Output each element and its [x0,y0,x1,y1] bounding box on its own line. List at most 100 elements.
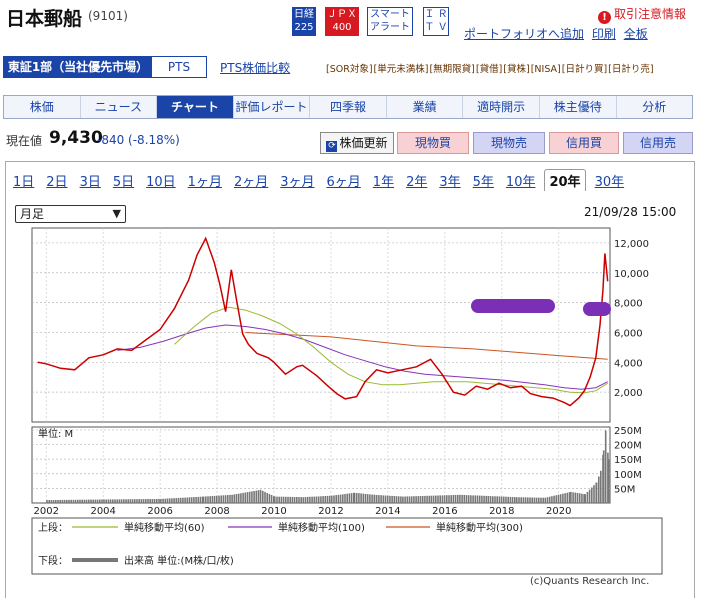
nikkei225-line1: 日経 [294,9,314,20]
volume-bar [378,495,380,503]
volume-bar [46,500,48,503]
period-2m[interactable]: 2ヶ月 [233,175,269,190]
volume-bar [527,497,529,503]
period-2d[interactable]: 2日 [46,175,68,190]
volume-bar [199,496,202,503]
volume-bar [109,499,112,503]
volume-bar [166,498,169,503]
smart-alert-button[interactable]: スマート アラート [367,7,413,36]
volume-grid [32,427,610,503]
volume-bar [72,499,75,503]
volume-bar [494,496,496,503]
x-tick-label: 2018 [489,506,514,517]
volume-bar [369,494,371,503]
volume-bar [140,499,143,503]
volume-bar [333,495,335,503]
print-link[interactable]: 印刷 [591,27,616,41]
volume-bar [182,497,184,503]
market-pts[interactable]: PTS [167,60,191,74]
volume-bar [289,496,291,503]
period-20y[interactable]: 20年 [544,169,586,191]
volume-bar [83,499,86,503]
volume-bar [417,496,420,503]
sell-spot-button[interactable]: 現物売 [473,132,545,154]
volume-bar [522,497,525,503]
volume-bar [164,498,167,503]
volume-bar [362,493,365,503]
buy-margin-button[interactable]: 信用買 [549,132,619,154]
refresh-icon: ⟳ [326,141,338,152]
volume-bar [66,499,68,503]
period-2y[interactable]: 2年 [406,175,428,190]
period-10y[interactable]: 10年 [505,175,536,190]
volume-bar [276,496,278,503]
volume-bar [452,495,455,503]
trading-caution-link[interactable]: ! 取引注意情報 [598,5,686,24]
tab-news[interactable]: ニュース [81,96,158,118]
market-tse1[interactable]: 東証1部（当社優先市場） [4,57,152,77]
volume-bar [202,496,205,503]
period-3d[interactable]: 3日 [79,175,101,190]
volume-bar [360,493,362,503]
ma60-line [174,306,608,394]
volume-bar [224,495,227,503]
tab-disclosure[interactable]: 適時開示 [463,96,540,118]
tab-performance[interactable]: 業績 [387,96,464,118]
volume-bar [287,496,289,503]
volume-bar [540,497,542,503]
volume-bar [474,495,477,503]
refresh-price-button[interactable]: ⟳ 株価更新 [320,132,394,154]
period-1y[interactable]: 1年 [372,175,395,190]
volume-bar [410,496,413,503]
volume-bar [255,490,258,503]
add-portfolio-link[interactable]: ポートフォリオへ追加 [464,27,585,41]
tab-chart[interactable]: チャート [157,96,234,118]
tab-price[interactable]: 株価 [4,96,81,118]
buy-spot-button[interactable]: 現物買 [397,132,469,154]
legend-ma100: 単純移動平均(100) [278,521,365,534]
tab-report[interactable]: 評価レポート [234,96,311,118]
volume-bar [402,496,404,503]
x-tick-label: 2020 [546,506,571,517]
volume-bar [57,500,59,503]
period-5d[interactable]: 5日 [112,175,135,190]
volume-bar [114,499,116,503]
period-1d[interactable]: 1日 [13,175,35,190]
full-board-link[interactable]: 全板 [623,27,648,41]
volume-bar [395,496,398,503]
volume-bar [103,499,105,503]
tab-shikiho[interactable]: 四季報 [310,96,387,118]
period-6m[interactable]: 6ヶ月 [326,175,361,190]
volume-bar [400,496,402,503]
period-3m[interactable]: 3ヶ月 [280,175,315,190]
tag-lending: [貸借] [475,64,503,75]
period-5y[interactable]: 5年 [472,175,494,190]
volume-bar [280,496,283,503]
sell-margin-button[interactable]: 信用売 [623,132,693,154]
volume-bar [467,495,470,503]
volume-bar [358,493,360,503]
nikkei225-badge[interactable]: 日経 225 [292,7,316,36]
tab-benefits[interactable]: 株主優待 [540,96,617,118]
tag-day-sell: [日計り売] [608,64,654,75]
volume-bar [99,499,101,503]
period-3y[interactable]: 3年 [439,175,461,190]
volume-bar [313,496,316,503]
volume-bar [127,499,129,503]
volume-bar [574,492,577,503]
period-30y[interactable]: 30年 [594,175,625,190]
volume-bar [454,494,457,503]
period-1m[interactable]: 1ヶ月 [187,175,222,190]
irtv-button[interactable]: Ｉ Ｒ Ｔ Ｖ [423,7,449,36]
tab-analysis[interactable]: 分析 [642,100,667,114]
period-10d[interactable]: 10日 [146,175,176,190]
trading-tags: [SOR対象][単元未満株][無期限貸][貸借][貸株][NISA][日計り買]… [326,61,655,75]
legend-ma300: 単純移動平均(300) [436,521,523,534]
volume-bar [487,496,490,503]
pts-compare-link[interactable]: PTS株価比較 [220,61,291,75]
volume-bar [248,491,251,503]
jpx400-badge[interactable]: ＪＰＸ 400 [325,7,359,36]
volume-bar [244,492,247,503]
volume-bar [242,492,244,503]
chart-interval-select[interactable]: 月足 ▼ [15,205,126,223]
